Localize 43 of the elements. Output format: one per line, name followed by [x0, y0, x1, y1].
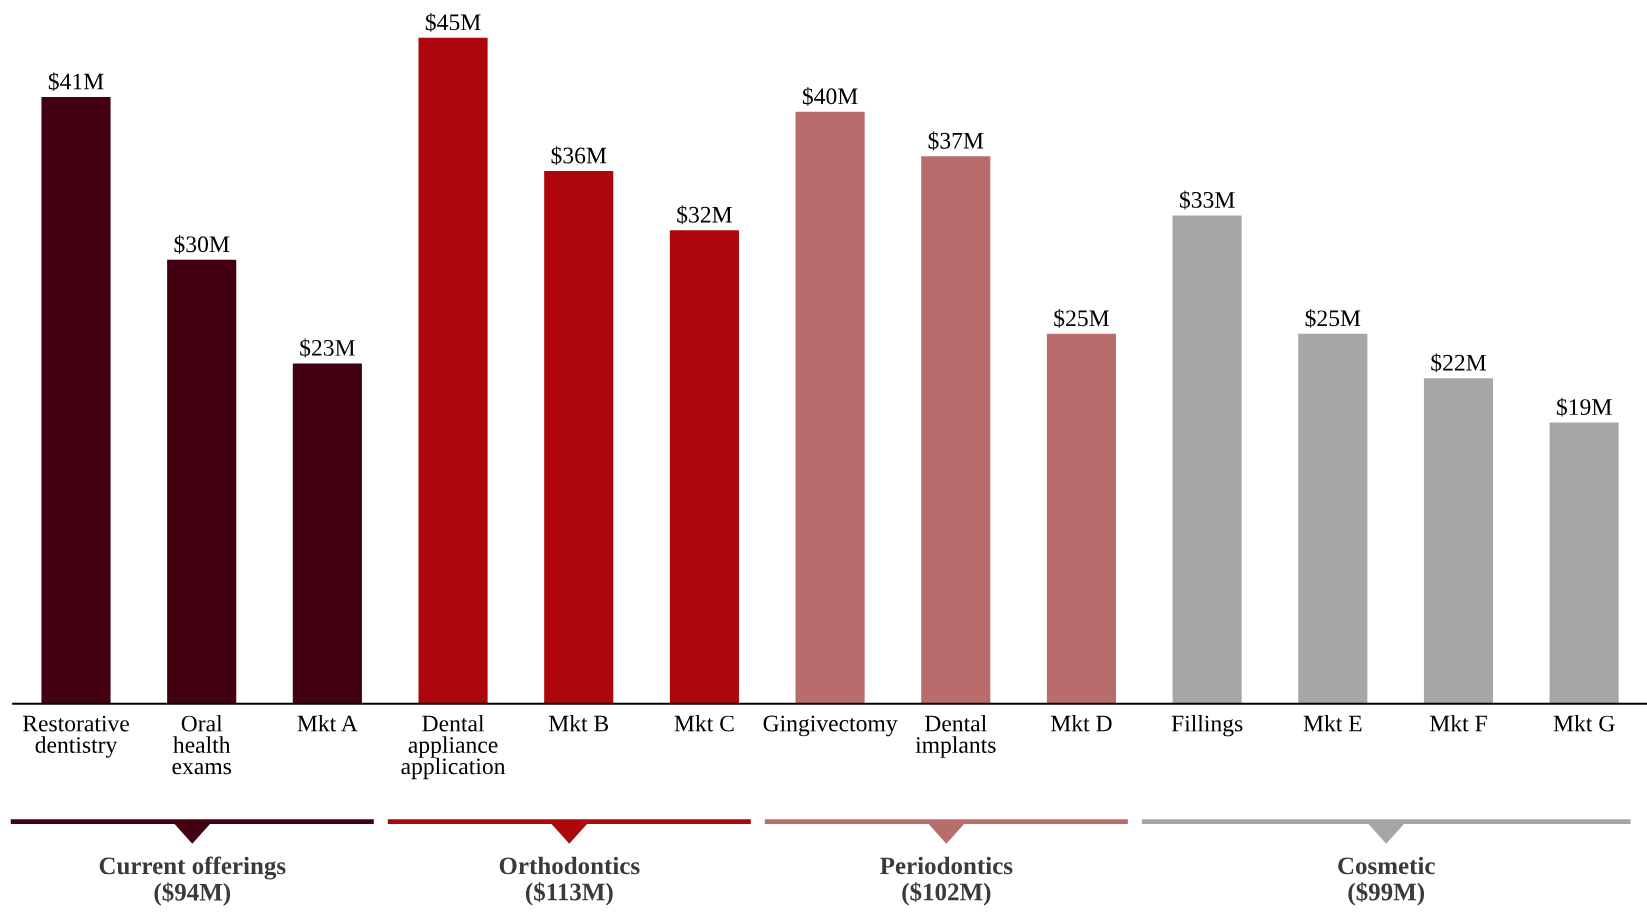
data-label: $23M [300, 338, 355, 358]
x-tick-label: Mkt F [1429, 714, 1487, 732]
x-tick-label: Mkt E [1303, 714, 1362, 732]
x-tick-label: Fillings [1171, 714, 1243, 737]
data-label: $41M [48, 72, 104, 92]
text: Current offerings ($94M) [99, 856, 286, 906]
bar [544, 171, 614, 704]
x-tick-label: Dental implants [915, 714, 996, 758]
data-label: $25M [1054, 308, 1109, 328]
data-label: $33M [1179, 190, 1235, 210]
text: Orthodontics ($113M) [499, 856, 640, 906]
x-tick-label: Gingivectomy [763, 715, 898, 737]
data-label: $30M [174, 234, 230, 254]
bar [1549, 422, 1619, 704]
x-tick-label: Mkt B [548, 714, 609, 732]
data-label: $19M [1556, 397, 1612, 417]
bar [418, 37, 488, 704]
data-label: $25M [1305, 308, 1361, 328]
bar [921, 156, 991, 704]
text: Periodontics ($102M) [880, 856, 1013, 906]
bar [1298, 333, 1368, 704]
x-tick-label: Mkt G [1553, 714, 1615, 732]
x-tick-label: Mkt D [1050, 714, 1112, 732]
bar [669, 230, 739, 704]
x-tick-label: Mkt C [674, 714, 734, 732]
data-label: $22M [1431, 353, 1486, 373]
data-label: $40M [802, 86, 858, 106]
x-tick-label: Mkt A [297, 714, 358, 732]
bar [1423, 378, 1494, 704]
data-label: $37M [928, 131, 984, 151]
bar [795, 111, 865, 704]
bar [1046, 333, 1117, 704]
bar [1172, 215, 1242, 704]
x-tick-label: Oral health exams [172, 714, 231, 775]
text: Cosmetic ($99M) [1338, 856, 1435, 906]
x-tick-label: Restorative dentistry [22, 715, 129, 758]
x-tick-label: Dental appliance application [401, 714, 506, 780]
bar [167, 259, 237, 704]
data-label: $45M [425, 12, 481, 32]
bar [41, 97, 111, 704]
bar [292, 363, 362, 704]
data-label: $36M [551, 146, 607, 166]
data-label: $32M [677, 205, 732, 225]
